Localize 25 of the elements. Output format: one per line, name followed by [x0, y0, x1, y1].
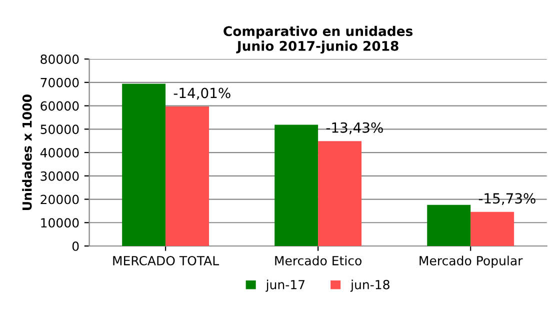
bar	[122, 84, 166, 246]
bar	[274, 124, 318, 246]
y-tick-label: 60000	[40, 101, 79, 111]
x-tick-label: MERCADO TOTAL	[113, 256, 220, 266]
bar	[318, 141, 362, 246]
bar	[427, 204, 471, 246]
y-tick-label: 70000	[40, 78, 79, 88]
y-tick-label: 10000	[41, 218, 79, 228]
y-tick-label: 50000	[40, 124, 79, 134]
legend-label: jun-17	[266, 280, 304, 292]
x-tick-label: Mercado Popular	[420, 256, 523, 268]
y-axis-title: Unidades x 1000	[22, 94, 32, 210]
legend-label: jun-18	[350, 280, 390, 292]
y-tick-label: 30000	[40, 171, 79, 181]
y-tick-label: 20000	[40, 194, 79, 204]
annotation: -14,01%	[174, 88, 230, 100]
y-tick-label: 80000	[40, 54, 79, 64]
bar	[166, 106, 210, 246]
bar	[470, 212, 514, 246]
annotation: -15,73%	[478, 193, 536, 206]
chart-title: Comparativo en unidades Junio 2017-junio 2018	[224, 26, 413, 54]
x-tick-label: Mercado Etico	[275, 256, 362, 266]
y-tick-label: 0	[72, 241, 79, 251]
annotation: -13,43%	[326, 122, 383, 134]
y-tick-label: 40000	[40, 148, 79, 158]
